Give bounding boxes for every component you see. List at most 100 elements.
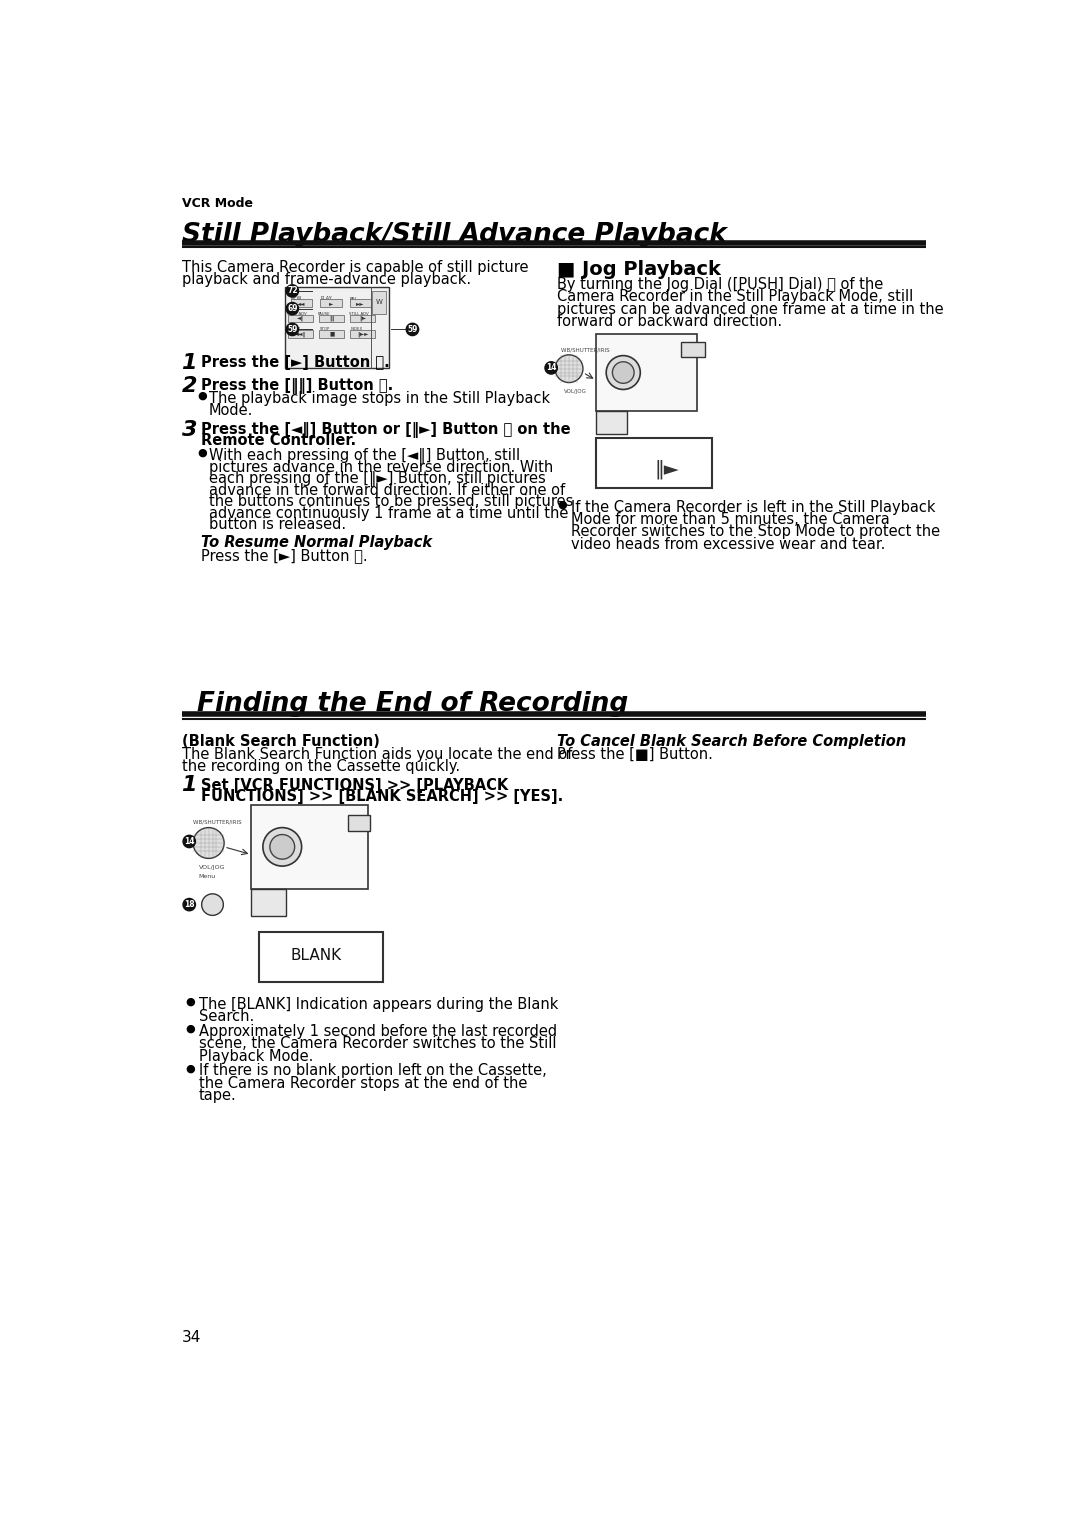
- Text: The [BLANK] Indication appears during the Blank: The [BLANK] Indication appears during th…: [199, 996, 558, 1012]
- Text: button is released.: button is released.: [208, 517, 346, 533]
- Text: video heads from excessive wear and tear.: video heads from excessive wear and tear…: [571, 537, 886, 551]
- Text: Set [VCR FUNCTIONS] >> [PLAYBACK: Set [VCR FUNCTIONS] >> [PLAYBACK: [201, 778, 508, 792]
- Text: The playback image stops in the Still Playback: The playback image stops in the Still Pl…: [208, 391, 550, 406]
- Text: ‖►: ‖►: [654, 459, 679, 479]
- Text: 14: 14: [184, 836, 194, 845]
- Circle shape: [286, 302, 298, 314]
- Text: each pressing of the [‖►] Button, still pictures: each pressing of the [‖►] Button, still …: [208, 472, 545, 487]
- Text: ■ Jog Playback: ■ Jog Playback: [557, 259, 721, 279]
- Text: 59: 59: [287, 325, 297, 334]
- Bar: [321, 299, 342, 307]
- Text: W: W: [376, 299, 382, 305]
- Text: This Camera Recorder is capable of still picture: This Camera Recorder is capable of still…: [181, 259, 528, 275]
- Circle shape: [406, 324, 419, 336]
- Circle shape: [286, 324, 298, 336]
- Text: scene, the Camera Recorder switches to the Still: scene, the Camera Recorder switches to t…: [199, 1036, 556, 1051]
- Text: The Blank Search Function aids you locate the end of: The Blank Search Function aids you locat…: [181, 746, 572, 761]
- Text: advance in the forward direction. If either one of: advance in the forward direction. If eit…: [208, 482, 565, 497]
- Text: Press the [►] Button ⓡ.: Press the [►] Button ⓡ.: [201, 356, 390, 369]
- Text: VOL/JOG: VOL/JOG: [564, 389, 586, 395]
- Text: 2: 2: [181, 375, 197, 395]
- Circle shape: [183, 835, 195, 847]
- Text: 1: 1: [181, 775, 197, 795]
- Text: Recorder switches to the Stop Mode to protect the: Recorder switches to the Stop Mode to pr…: [571, 525, 941, 539]
- Text: INDEX: INDEX: [350, 327, 363, 331]
- Circle shape: [262, 827, 301, 867]
- Text: Menu: Menu: [199, 874, 216, 879]
- Circle shape: [612, 362, 634, 383]
- Bar: [373, 291, 387, 314]
- Bar: [288, 330, 313, 337]
- Text: ●: ●: [186, 996, 195, 1007]
- Bar: [348, 815, 369, 832]
- Text: PAUSE: PAUSE: [318, 311, 330, 316]
- Text: (Blank Search Function): (Blank Search Function): [181, 734, 379, 749]
- Text: W.B/SHUTTER/IRIS: W.B/SHUTTER/IRIS: [193, 819, 243, 826]
- Circle shape: [193, 827, 225, 859]
- Circle shape: [286, 285, 298, 298]
- Text: Press the [►] Button ⓡ.: Press the [►] Button ⓡ.: [201, 548, 367, 563]
- Text: ●: ●: [197, 391, 206, 401]
- Text: 34: 34: [181, 1331, 201, 1346]
- Text: tape.: tape.: [199, 1088, 237, 1103]
- Text: ●: ●: [557, 499, 567, 510]
- Circle shape: [606, 356, 640, 389]
- Bar: [596, 334, 697, 410]
- Bar: [596, 410, 627, 433]
- Text: Press the [‖‖] Button ⓘ.: Press the [‖‖] Button ⓘ.: [201, 378, 393, 394]
- Text: ◄‖: ◄‖: [297, 316, 305, 322]
- Bar: [350, 330, 375, 337]
- Text: To Resume Normal Playback: To Resume Normal Playback: [201, 536, 432, 549]
- Text: ●: ●: [186, 1024, 195, 1035]
- Bar: [320, 314, 345, 322]
- Circle shape: [202, 894, 224, 916]
- Text: Still Playback/Still Advance Playback: Still Playback/Still Advance Playback: [181, 221, 726, 247]
- Text: ‖►►: ‖►►: [357, 331, 368, 337]
- Text: REW: REW: [291, 296, 302, 301]
- Bar: [350, 299, 372, 307]
- Text: 72: 72: [287, 287, 298, 296]
- Bar: [291, 299, 312, 307]
- Text: STILL ADV: STILL ADV: [287, 311, 307, 316]
- Text: 69: 69: [287, 304, 298, 313]
- Text: Mode.: Mode.: [208, 403, 253, 418]
- Text: W.B/SHUTTER/IRIS: W.B/SHUTTER/IRIS: [562, 348, 611, 353]
- Text: With each pressing of the [◄‖] Button, still: With each pressing of the [◄‖] Button, s…: [208, 449, 519, 464]
- Text: ●: ●: [186, 1064, 195, 1073]
- Bar: [320, 330, 345, 337]
- Text: Mode for more than 5 minutes, the Camera: Mode for more than 5 minutes, the Camera: [571, 511, 890, 526]
- Circle shape: [545, 362, 557, 374]
- Text: By turning the Jog Dial ([PUSH] Dial) ⓩ of the: By turning the Jog Dial ([PUSH] Dial) ⓩ …: [557, 278, 883, 291]
- Text: STILL ADV: STILL ADV: [349, 311, 368, 316]
- Text: pictures advance in the reverse direction. With: pictures advance in the reverse directio…: [208, 459, 553, 475]
- Text: 1: 1: [181, 353, 197, 372]
- Text: the buttons continues to be pressed, still pictures: the buttons continues to be pressed, sti…: [208, 494, 573, 510]
- Text: forward or backward direction.: forward or backward direction.: [557, 314, 783, 330]
- Text: If there is no blank portion left on the Cassette,: If there is no blank portion left on the…: [199, 1064, 546, 1079]
- Text: If the Camera Recorder is left in the Still Playback: If the Camera Recorder is left in the St…: [571, 499, 936, 514]
- Text: BLANK: BLANK: [291, 949, 341, 963]
- Bar: [288, 314, 313, 322]
- Text: advance continuously 1 frame at a time until the: advance continuously 1 frame at a time u…: [208, 505, 568, 520]
- Text: the Camera Recorder stops at the end of the: the Camera Recorder stops at the end of …: [199, 1076, 527, 1091]
- Text: 3: 3: [181, 420, 197, 439]
- Text: Finding the End of Recording: Finding the End of Recording: [197, 691, 629, 717]
- Bar: [350, 314, 375, 322]
- Circle shape: [555, 356, 583, 383]
- Text: Camera Recorder in the Still Playback Mode, still: Camera Recorder in the Still Playback Mo…: [557, 290, 914, 304]
- Text: ■: ■: [329, 331, 335, 337]
- Text: Approximately 1 second before the last recorded: Approximately 1 second before the last r…: [199, 1024, 556, 1039]
- Bar: [681, 342, 704, 357]
- Text: PLAY: PLAY: [321, 296, 332, 301]
- Text: playback and frame-advance playback.: playback and frame-advance playback.: [181, 273, 471, 287]
- Text: INDEX: INDEX: [288, 327, 300, 331]
- Bar: [252, 804, 367, 890]
- Text: pictures can be advanced one frame at a time in the: pictures can be advanced one frame at a …: [557, 302, 944, 317]
- Bar: [284, 287, 389, 368]
- Text: FUNCTIONS] >> [BLANK SEARCH] >> [YES].: FUNCTIONS] >> [BLANK SEARCH] >> [YES].: [201, 789, 563, 804]
- Text: ►: ►: [329, 301, 334, 305]
- Text: 14: 14: [545, 363, 556, 372]
- Text: ◄◄: ◄◄: [297, 301, 306, 305]
- Text: VCR Mode: VCR Mode: [181, 197, 253, 211]
- Bar: [596, 438, 713, 488]
